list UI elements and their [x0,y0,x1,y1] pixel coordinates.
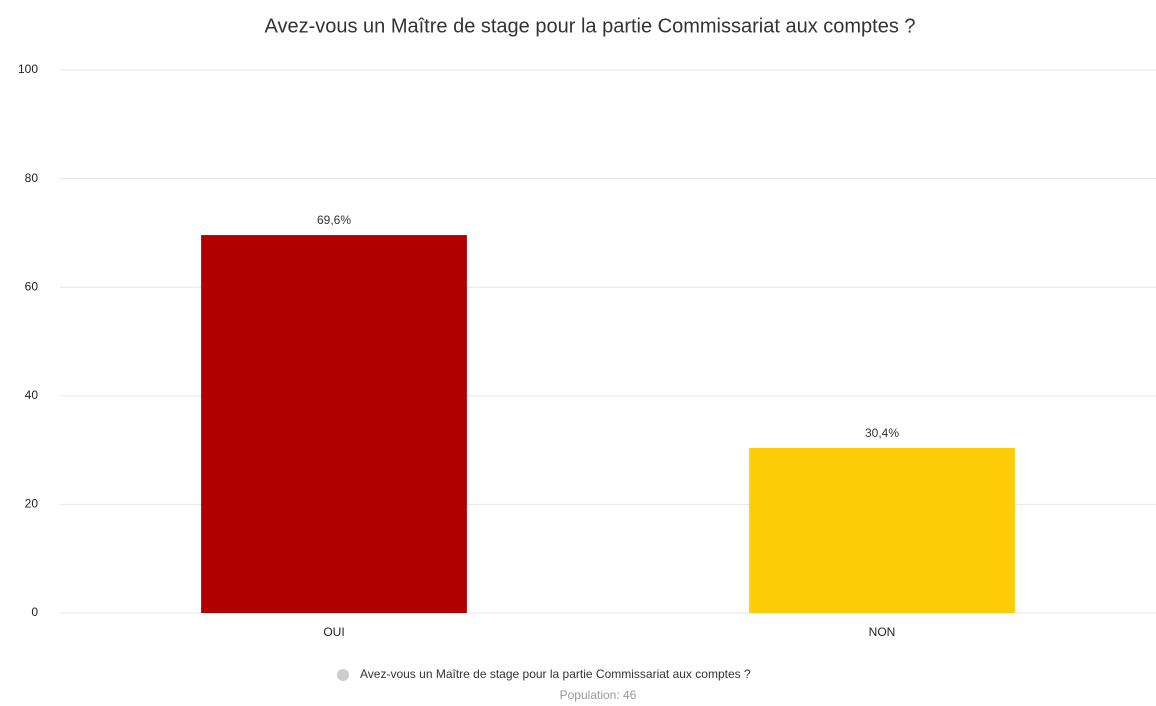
bar [201,235,467,613]
y-tick-label: 20 [25,497,39,511]
legend-symbol [337,669,349,681]
y-tick-label: 0 [31,605,38,619]
y-tick-label: 100 [18,62,38,76]
data-label: 30,4% [865,426,899,440]
chart-title: Avez-vous un Maître de stage pour la par… [264,15,915,37]
population-note: Population: 46 [560,688,637,702]
bar [749,447,1015,613]
legend-label[interactable]: Avez-vous un Maître de stage pour la par… [360,667,751,681]
y-tick-label: 60 [25,279,39,293]
y-tick-label: 40 [25,388,39,402]
y-tick-label: 80 [25,171,39,185]
x-tick-label: OUI [323,625,344,639]
x-tick-label: NON [869,625,896,639]
data-label: 69,6% [317,213,351,227]
